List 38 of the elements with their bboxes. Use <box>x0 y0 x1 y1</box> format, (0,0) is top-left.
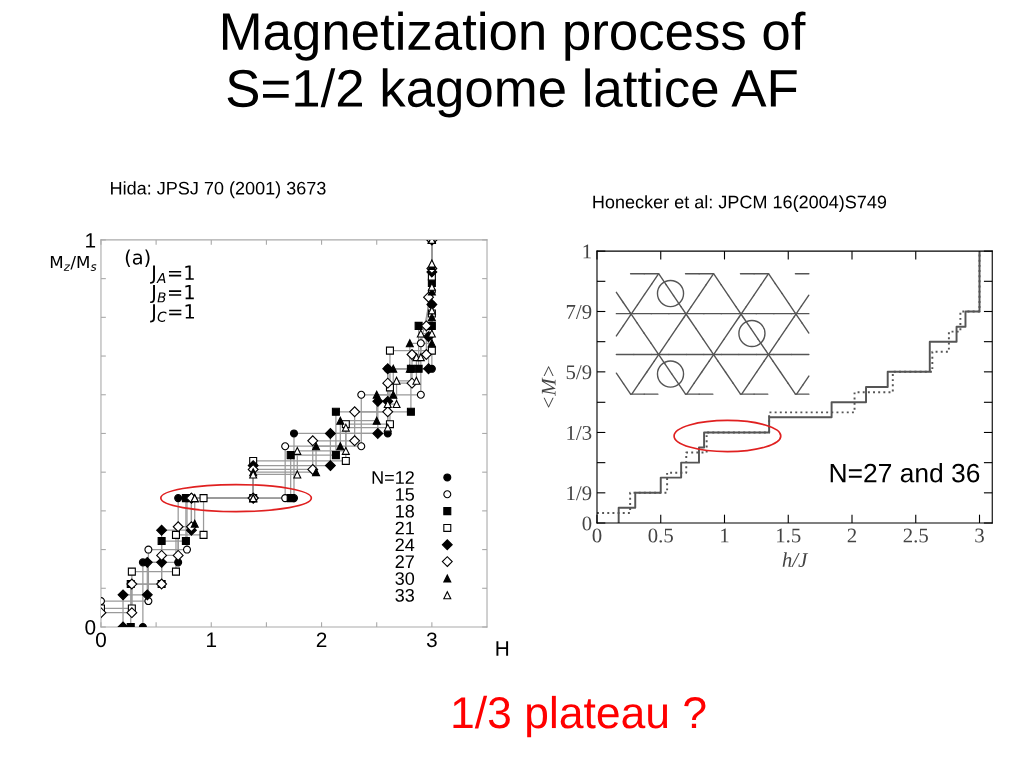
y-tick-label: 1/9 <box>567 486 592 501</box>
legend-label: 24 <box>395 538 415 552</box>
y-tick-label: 5/9 <box>566 365 592 380</box>
annotation: J$_{B}$=1 <box>150 284 194 304</box>
annotation: J$_{A}$=1 <box>150 265 194 284</box>
chart-subtitle: Hida: JPSJ 70 (2001) 3673 <box>111 181 326 199</box>
text: 1/3 plateau ? <box>453 695 706 738</box>
chart-subtitle: Honecker et al: JPCM 16(2004)S749 <box>593 195 887 212</box>
x-tick-label: 1 <box>721 528 729 543</box>
annotation: J$_{C}$=1 <box>150 304 194 323</box>
x-tick-label: 1.5 <box>777 528 801 543</box>
legend-label: 21 <box>395 521 414 535</box>
x-tick-label: 1 <box>207 632 217 647</box>
x-axis-title: h/J <box>782 552 809 567</box>
y-tick-label: 7/9 <box>566 304 592 319</box>
y-axis-title: M$_{z}$/M$_{s}$ <box>50 255 97 271</box>
legend-label: 33 <box>395 588 414 602</box>
x-tick-label: 2.5 <box>903 528 928 543</box>
annotation: (a) <box>125 249 150 267</box>
x-tick-label: 2 <box>847 528 857 543</box>
legend-label: N=12 <box>372 471 414 484</box>
x-tick-label: 0 <box>592 528 602 543</box>
x-tick-label: 0.5 <box>648 528 673 543</box>
y-axis-title: <M> <box>541 366 556 408</box>
annotation: N=27 and 36 <box>830 463 980 483</box>
x-tick-label: 3 <box>975 528 984 543</box>
x-tick-label: 3 <box>426 632 437 648</box>
legend-label: 18 <box>396 504 415 518</box>
x-tick-label: 2 <box>316 632 327 647</box>
x-axis-title: H <box>496 641 509 656</box>
legend-label: 30 <box>395 572 415 585</box>
y-tick-label: 1/3 <box>567 425 592 440</box>
legend-label: 15 <box>396 488 415 501</box>
y-tick-label: 1 <box>583 244 591 259</box>
legend-label: 27 <box>395 555 414 568</box>
y-tick-label: 0 <box>582 516 592 531</box>
chart-title: Magnetization process of S=1/2 kagome lattice AF <box>222 11 806 118</box>
x-tick-label: 0 <box>95 632 106 648</box>
